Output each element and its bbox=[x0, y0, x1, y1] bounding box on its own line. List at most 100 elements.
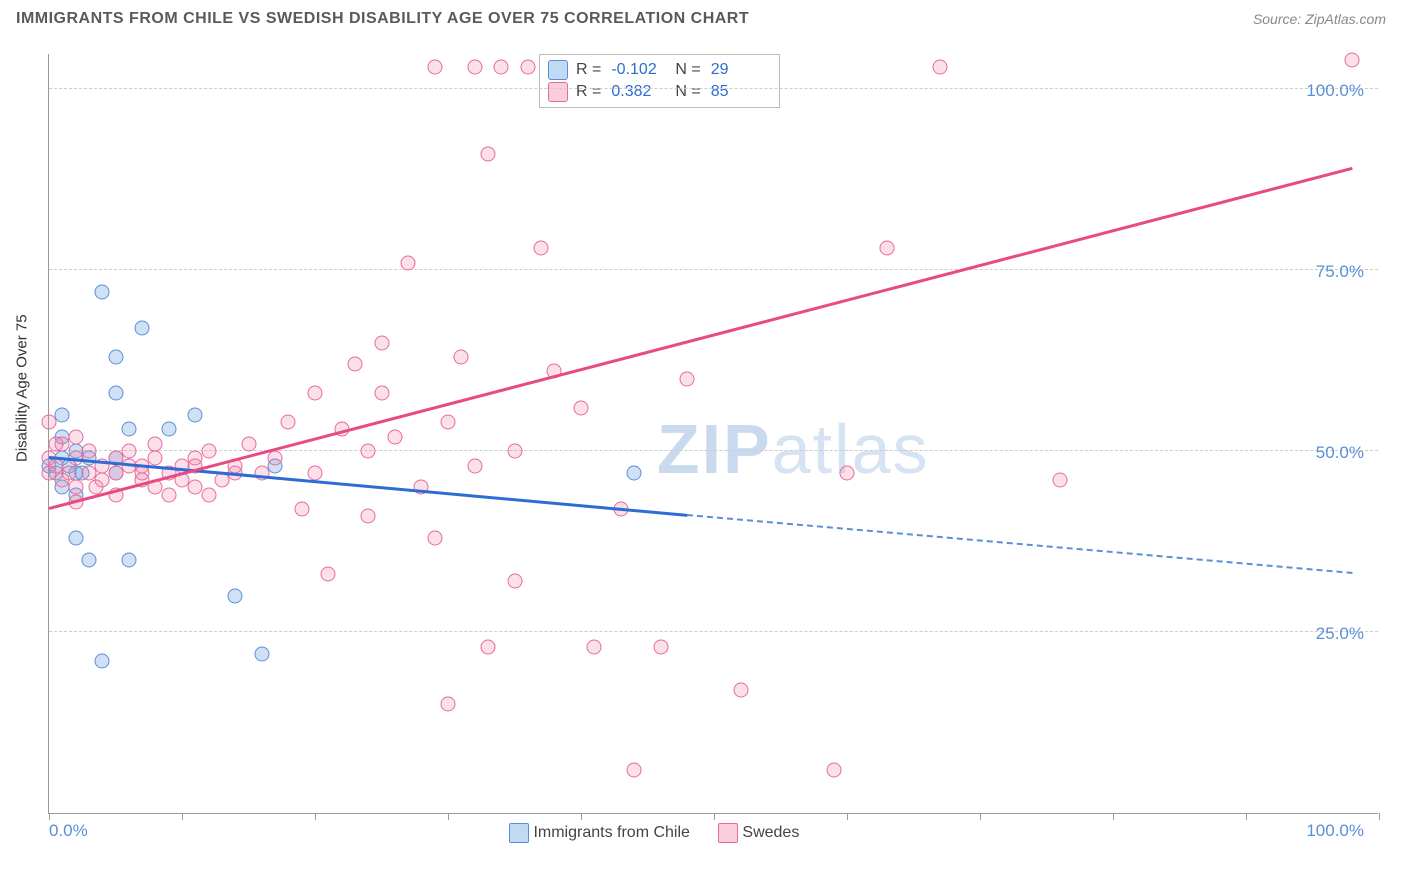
data-point bbox=[520, 60, 535, 75]
data-point bbox=[387, 429, 402, 444]
x-tick bbox=[581, 813, 582, 820]
y-tick-label: 100.0% bbox=[1306, 81, 1364, 101]
legend-swatch bbox=[718, 823, 738, 843]
data-point bbox=[268, 451, 283, 466]
data-point bbox=[321, 567, 336, 582]
data-point bbox=[81, 444, 96, 459]
x-tick bbox=[1246, 813, 1247, 820]
legend-r-prefix: R = bbox=[576, 81, 601, 103]
x-max-label: 100.0% bbox=[1306, 821, 1364, 841]
watermark-bold: ZIP bbox=[657, 410, 772, 488]
data-point bbox=[680, 371, 695, 386]
data-point bbox=[441, 697, 456, 712]
legend-n-prefix: N = bbox=[675, 59, 700, 81]
chart-wrap: Disability Age Over 75 ZIPatlas R =-0.10… bbox=[0, 32, 1406, 862]
data-point bbox=[121, 444, 136, 459]
data-point bbox=[294, 502, 309, 517]
gridline bbox=[49, 269, 1378, 270]
data-point bbox=[574, 400, 589, 415]
legend-swatch bbox=[509, 823, 529, 843]
data-point bbox=[441, 415, 456, 430]
data-point bbox=[161, 422, 176, 437]
data-point bbox=[627, 465, 642, 480]
data-point bbox=[507, 444, 522, 459]
y-tick-label: 75.0% bbox=[1316, 262, 1364, 282]
plot-area: ZIPatlas R =-0.102N =29R =0.382N =85 Imm… bbox=[48, 54, 1378, 814]
data-point bbox=[108, 386, 123, 401]
data-point bbox=[374, 335, 389, 350]
data-point bbox=[653, 639, 668, 654]
data-point bbox=[161, 487, 176, 502]
legend-label: Immigrants from Chile bbox=[533, 824, 689, 841]
x-tick bbox=[980, 813, 981, 820]
source-label: Source: ZipAtlas.com bbox=[1253, 11, 1386, 27]
data-point bbox=[48, 436, 63, 451]
data-point bbox=[401, 255, 416, 270]
data-point bbox=[1052, 473, 1067, 488]
data-point bbox=[427, 530, 442, 545]
gridline bbox=[49, 88, 1378, 89]
data-point bbox=[281, 415, 296, 430]
data-point bbox=[188, 407, 203, 422]
data-point bbox=[135, 465, 150, 480]
data-point bbox=[201, 444, 216, 459]
data-point bbox=[241, 436, 256, 451]
data-point bbox=[95, 654, 110, 669]
legend-r-value: -0.102 bbox=[611, 59, 667, 81]
data-point bbox=[627, 762, 642, 777]
data-point bbox=[427, 60, 442, 75]
chart-title: IMMIGRANTS FROM CHILE VS SWEDISH DISABIL… bbox=[16, 10, 749, 28]
data-point bbox=[879, 241, 894, 256]
data-point bbox=[68, 480, 83, 495]
x-tick bbox=[1113, 813, 1114, 820]
data-point bbox=[840, 465, 855, 480]
data-point bbox=[55, 407, 70, 422]
data-point bbox=[121, 552, 136, 567]
y-tick-label: 50.0% bbox=[1316, 443, 1364, 463]
data-point bbox=[308, 465, 323, 480]
data-point bbox=[933, 60, 948, 75]
data-point bbox=[507, 574, 522, 589]
data-point bbox=[454, 350, 469, 365]
data-point bbox=[1345, 53, 1360, 68]
data-point bbox=[68, 429, 83, 444]
data-point bbox=[480, 147, 495, 162]
x-min-label: 0.0% bbox=[49, 821, 88, 841]
legend-item: Immigrants from Chile bbox=[509, 823, 690, 843]
header: IMMIGRANTS FROM CHILE VS SWEDISH DISABIL… bbox=[0, 0, 1406, 32]
data-point bbox=[733, 682, 748, 697]
correlation-legend: R = -0.102 N = 29R =0.382N =85 bbox=[539, 54, 780, 108]
x-tick bbox=[49, 813, 50, 820]
data-point bbox=[95, 284, 110, 299]
data-point bbox=[148, 451, 163, 466]
data-point bbox=[467, 60, 482, 75]
legend-n-prefix: N = bbox=[675, 81, 700, 103]
x-tick bbox=[1379, 813, 1380, 820]
x-tick bbox=[714, 813, 715, 820]
trend-line bbox=[687, 514, 1352, 574]
legend-row: R =-0.102N =29 bbox=[548, 59, 767, 81]
data-point bbox=[254, 646, 269, 661]
data-point bbox=[121, 422, 136, 437]
data-point bbox=[68, 530, 83, 545]
legend-row: R =0.382N =85 bbox=[548, 81, 767, 103]
data-point bbox=[480, 639, 495, 654]
data-point bbox=[587, 639, 602, 654]
legend-label: Swedes bbox=[742, 824, 799, 841]
y-tick-label: 25.0% bbox=[1316, 624, 1364, 644]
x-tick bbox=[182, 813, 183, 820]
data-point bbox=[308, 386, 323, 401]
legend-swatch bbox=[548, 82, 568, 102]
data-point bbox=[135, 321, 150, 336]
data-point bbox=[201, 487, 216, 502]
legend-n-value: 29 bbox=[711, 59, 767, 81]
data-point bbox=[534, 241, 549, 256]
trend-line bbox=[49, 166, 1353, 509]
x-tick bbox=[315, 813, 316, 820]
data-point bbox=[361, 509, 376, 524]
legend-item: Swedes bbox=[718, 823, 799, 843]
series-legend: Immigrants from Chile Swedes bbox=[509, 823, 799, 843]
data-point bbox=[494, 60, 509, 75]
data-point bbox=[374, 386, 389, 401]
y-axis-title: Disability Age Over 75 bbox=[14, 314, 31, 462]
